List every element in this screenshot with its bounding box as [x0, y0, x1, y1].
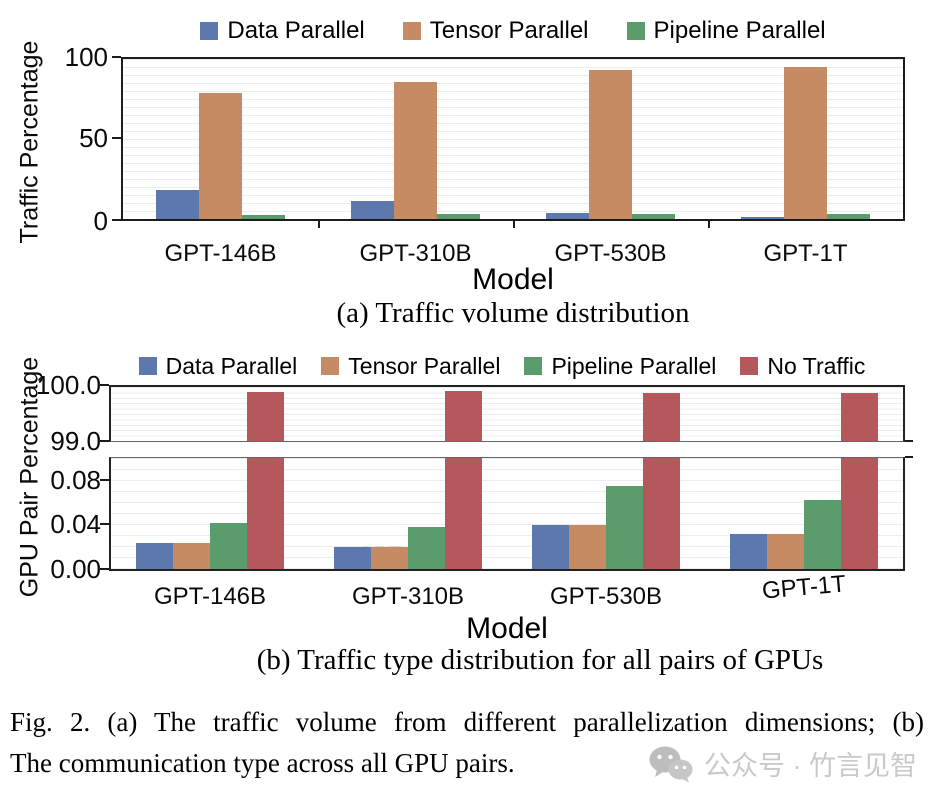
bar-pipeline-parallel: [606, 485, 643, 569]
legend-label: Tensor Parallel: [348, 352, 501, 379]
chart-a-plot-area: [121, 57, 905, 221]
x-tick-label: GPT-1T: [760, 570, 847, 605]
axis-tick: [100, 523, 109, 525]
figure-caption-line2: The communication type across all GPU pa…: [10, 748, 515, 778]
x-tick-label: GPT-146B: [153, 583, 267, 610]
bar-tensor-parallel: [569, 525, 606, 569]
bar-no-traffic: [247, 391, 284, 441]
chart-b-ytick-100.0: 100.0: [35, 370, 101, 400]
x-tick-label: GPT-146B: [164, 240, 277, 267]
figure-caption: Fig. 2. (a) The traffic volume from diff…: [10, 702, 924, 784]
legend-item: Pipeline Parallel: [524, 353, 716, 380]
legend-swatch-icon: [402, 22, 421, 40]
bar-data-parallel: [532, 525, 569, 569]
legend-label: Pipeline Parallel: [551, 352, 717, 379]
wechat-bubbles-icon: [648, 745, 694, 783]
bar-pipeline-parallel: [437, 214, 480, 219]
bar-no-traffic: [247, 458, 284, 569]
x-tick-label: GPT-1T: [763, 240, 848, 267]
bar-pipeline-parallel: [632, 214, 675, 219]
axis-tick: [112, 137, 121, 139]
legend-swatch-icon: [200, 22, 219, 40]
chart-a-ytick-50: 50: [79, 123, 108, 153]
axis-tick: [100, 568, 109, 570]
chart-a-ytick-0: 0: [93, 206, 108, 236]
bar-no-traffic: [445, 458, 482, 569]
legend-swatch-icon: [740, 357, 759, 375]
bar-no-traffic: [841, 392, 878, 441]
x-tick-label: GPT-310B: [359, 240, 472, 267]
chart-a-subtitle: (a) Traffic volume distribution: [336, 297, 690, 329]
legend-item: Tensor Parallel: [321, 353, 500, 380]
chart-b-x-axis-title: Model: [466, 612, 548, 645]
legend-item: Tensor Parallel: [402, 17, 589, 45]
legend-label: Data Parallel: [165, 352, 298, 379]
chart-b-ytick-0.08: 0.08: [50, 465, 101, 495]
bar-data-parallel: [730, 534, 767, 569]
legend-label: Data Parallel: [227, 17, 365, 44]
axis-tick: [100, 384, 109, 386]
watermark: 公众号 · 竹言见智: [648, 744, 917, 783]
axis-tick: [100, 440, 109, 442]
bar-data-parallel: [741, 216, 784, 219]
legend-item: Data Parallel: [138, 352, 298, 380]
legend-item: Pipeline Parallel: [626, 17, 826, 45]
axis-tick: [513, 220, 515, 228]
axis-tick: [318, 220, 320, 228]
bar-pipeline-parallel: [827, 214, 870, 219]
bar-data-parallel: [156, 190, 199, 219]
legend-item: No Traffic: [740, 353, 865, 380]
legend-label: Tensor Parallel: [429, 17, 589, 44]
bar-data-parallel: [334, 547, 371, 569]
x-tick-label: GPT-310B: [351, 583, 465, 610]
bar-no-traffic: [445, 391, 482, 441]
bar-tensor-parallel: [767, 534, 804, 569]
legend-item: Data Parallel: [200, 17, 365, 45]
legend-swatch-icon: [524, 357, 543, 375]
axis-tick: [112, 219, 121, 221]
bar-data-parallel: [351, 201, 394, 219]
axis-break-tick: [905, 440, 913, 442]
chart-b-ytick-0.04: 0.04: [50, 509, 101, 539]
bar-pipeline-parallel: [242, 215, 285, 219]
bar-tensor-parallel: [589, 70, 632, 219]
bar-no-traffic: [841, 458, 878, 569]
bar-pipeline-parallel: [210, 523, 247, 569]
bar-tensor-parallel: [173, 542, 210, 569]
bar-pipeline-parallel: [408, 527, 445, 569]
legend-swatch-icon: [138, 357, 157, 375]
chart-a-x-axis-title: Model: [472, 263, 554, 296]
figure-caption-line1: Fig. 2. (a) The traffic volume from diff…: [10, 707, 924, 737]
x-tick-label: GPT-530B: [549, 583, 663, 610]
legend-swatch-icon: [321, 357, 340, 375]
axis-tick: [708, 220, 710, 228]
chart-a-legend: Data Parallel Tensor Parallel Pipeline Par…: [121, 14, 905, 48]
chart-b-ytick-99.0: 99.0: [50, 426, 101, 456]
bar-pipeline-parallel: [804, 500, 841, 569]
bar-tensor-parallel: [199, 93, 242, 219]
bar-tensor-parallel: [371, 547, 408, 569]
chart-b-plot-area-upper: [109, 385, 905, 442]
chart-b-ytick-0.00: 0.00: [50, 554, 101, 584]
legend-label: Pipeline Parallel: [653, 17, 826, 44]
bar-tensor-parallel: [394, 82, 437, 219]
watermark-text: 公众号 · 竹言见智: [704, 751, 917, 781]
bar-no-traffic: [643, 393, 680, 441]
bar-data-parallel: [136, 542, 173, 569]
legend-label: No Traffic: [767, 352, 866, 379]
x-tick-label: GPT-530B: [554, 240, 667, 267]
bar-tensor-parallel: [784, 67, 827, 219]
legend-swatch-icon: [626, 22, 645, 40]
chart-a-ytick-100: 100: [64, 42, 108, 72]
chart-b-legend: Data Parallel Tensor Parallel Pipeline Par…: [99, 350, 905, 382]
bar-data-parallel: [546, 212, 589, 219]
axis-break-tick: [905, 456, 913, 458]
axis-tick: [100, 479, 109, 481]
axis-tick: [112, 56, 121, 58]
chart-b-subtitle: (b) Traffic type distribution for all pa…: [256, 644, 824, 676]
bar-no-traffic: [643, 458, 680, 569]
